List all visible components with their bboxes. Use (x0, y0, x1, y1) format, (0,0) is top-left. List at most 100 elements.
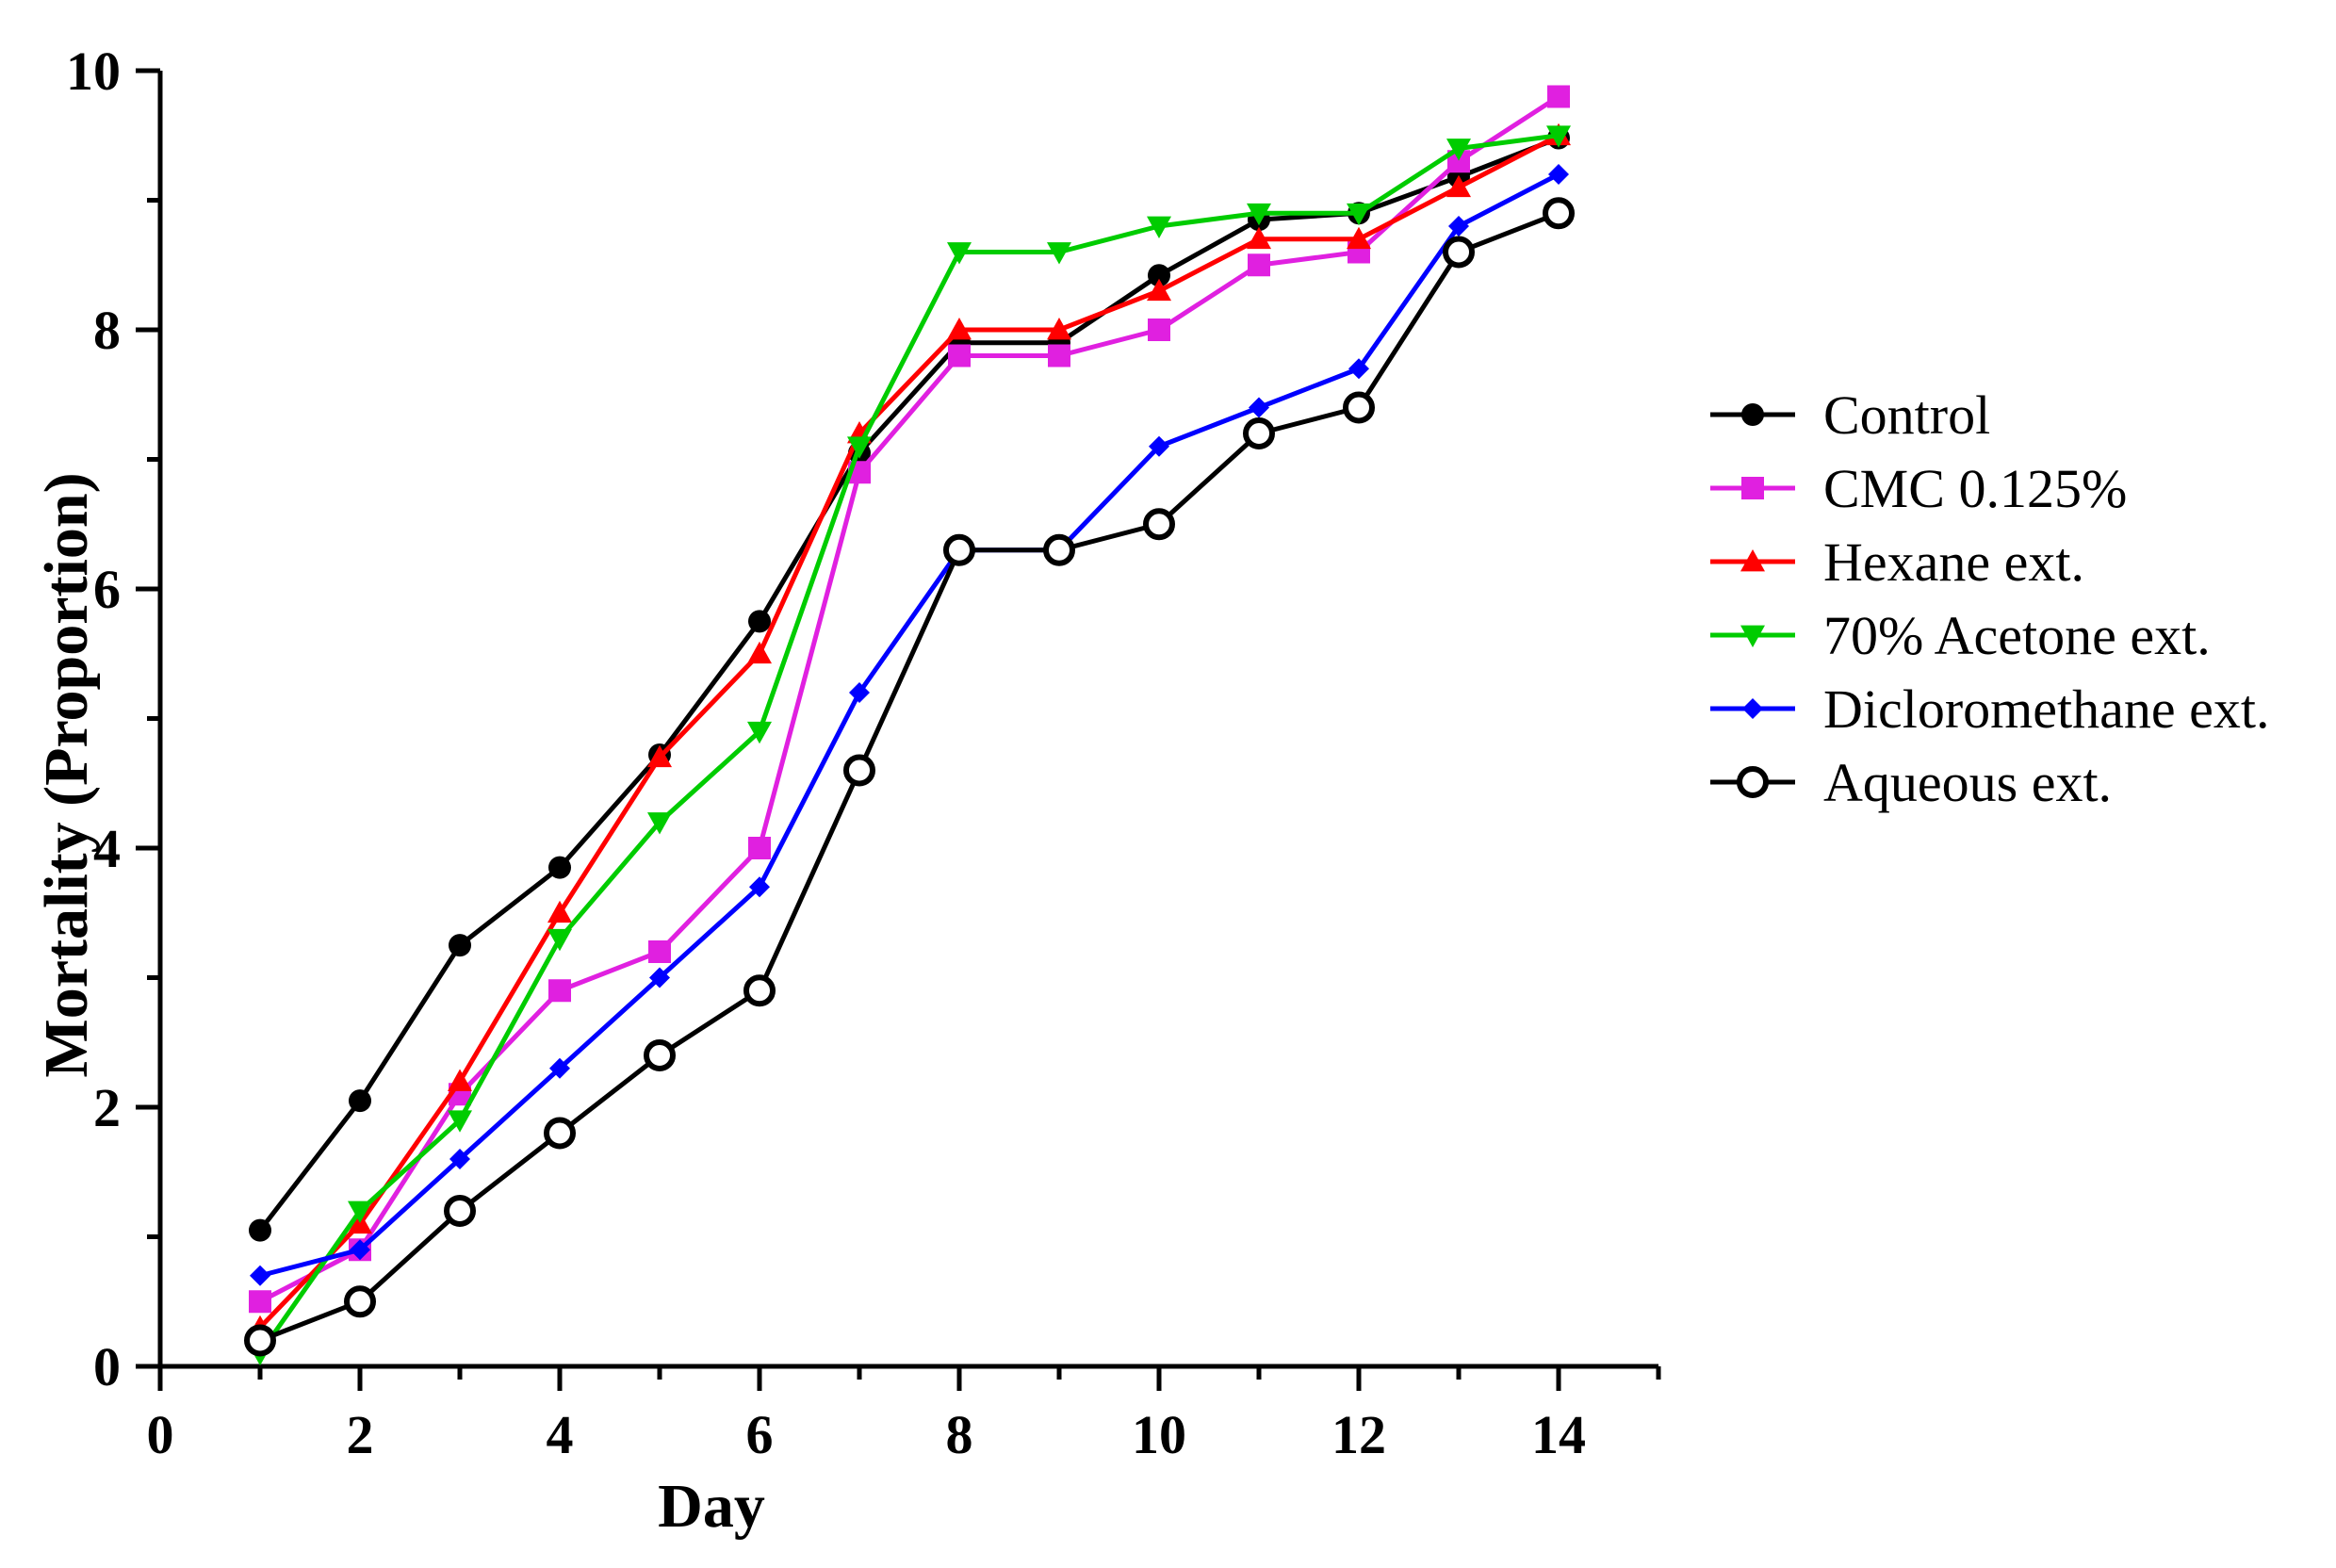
data-point (1148, 318, 1170, 341)
y-tick-label: 0 (93, 1336, 121, 1397)
data-point (1247, 203, 1271, 226)
data-point (1143, 508, 1175, 541)
data-point (1043, 533, 1075, 566)
data-point (547, 900, 572, 923)
data-point (1248, 253, 1270, 277)
x-tick-label: 12 (1331, 1404, 1386, 1465)
data-point (748, 837, 771, 859)
x-tick-label: 10 (1132, 1404, 1186, 1465)
data-point (449, 1149, 470, 1169)
data-point (947, 318, 972, 340)
data-point (448, 1110, 472, 1133)
data-point (350, 1239, 370, 1261)
data-point (1148, 264, 1170, 287)
data-point (747, 721, 772, 744)
series-70-acetone-ext (248, 125, 1571, 1366)
data-point (649, 967, 670, 988)
x-tick-label: 14 (1531, 1404, 1586, 1465)
data-point (748, 610, 771, 633)
data-point (1147, 216, 1171, 238)
series-line (259, 210, 1560, 1343)
data-point (548, 856, 571, 879)
legend-item: 70% Acetone ext. (1710, 605, 2211, 666)
data-point (1243, 417, 1275, 449)
series-aqueous-ext (244, 197, 1575, 1357)
data-point (1446, 174, 1471, 198)
x-tick-label: 2 (347, 1404, 374, 1465)
data-point (843, 754, 875, 787)
x-axis-title: Day (658, 1472, 765, 1541)
data-point (1347, 203, 1371, 226)
legend-marker (1741, 477, 1764, 499)
y-tick-label: 10 (66, 41, 121, 102)
data-point (947, 242, 972, 265)
series-dicloromethane-ext (250, 164, 1569, 1286)
series-line (258, 136, 1560, 1233)
data-point (449, 934, 471, 957)
data-point (849, 682, 870, 703)
data-point (1047, 318, 1071, 340)
data-point (544, 1117, 576, 1150)
data-point (1548, 164, 1569, 185)
legend-item: Dicloromethane ext. (1710, 678, 2270, 740)
data-point (1247, 226, 1271, 250)
data-point (448, 1069, 472, 1091)
legend-label: Aqueous ext. (1823, 752, 2112, 813)
legend-item: Hexane ext. (1710, 531, 2084, 593)
data-point (1249, 397, 1269, 418)
y-tick-label: 2 (93, 1077, 121, 1138)
data-point (1448, 216, 1469, 237)
y-tick-label: 6 (93, 559, 121, 620)
data-point (648, 940, 671, 963)
data-point (948, 344, 971, 368)
x-tick-label: 8 (946, 1404, 973, 1465)
data-point (1048, 344, 1070, 368)
legend-item: Aqueous ext. (1710, 752, 2112, 813)
series-line (257, 133, 1560, 1355)
data-point (1446, 139, 1471, 161)
data-point (244, 1324, 276, 1357)
data-point (548, 979, 571, 1003)
data-point (549, 1057, 570, 1079)
data-point (943, 533, 975, 566)
legend-marker (1740, 625, 1765, 647)
legend-marker (1741, 403, 1764, 426)
data-point (1443, 236, 1475, 269)
legend-marker (1740, 549, 1765, 572)
data-point (1347, 226, 1371, 250)
series-line (259, 172, 1560, 1279)
x-tick-label: 0 (147, 1404, 174, 1465)
y-tick-label: 8 (93, 300, 121, 361)
data-point (1547, 85, 1570, 108)
data-point (249, 1218, 271, 1242)
data-point (344, 1285, 376, 1318)
legend-label: CMC 0.125% (1823, 458, 2127, 519)
series-control (249, 126, 1570, 1242)
data-point (1343, 391, 1375, 424)
legend-label: Dicloromethane ext. (1823, 678, 2270, 740)
data-point (747, 641, 772, 664)
data-point (1147, 278, 1171, 302)
legend-label: Hexane ext. (1823, 531, 2084, 593)
series-line (258, 133, 1560, 1330)
data-point (1546, 125, 1571, 148)
series-hexane-ext (248, 122, 1571, 1338)
data-point (348, 1200, 372, 1223)
data-point (647, 812, 672, 835)
data-point (1149, 435, 1169, 457)
data-point (749, 876, 770, 898)
data-point (647, 744, 672, 768)
data-point (349, 1089, 371, 1113)
legend-item: Control (1710, 384, 1990, 446)
data-point (249, 1290, 271, 1314)
x-tick-label: 6 (746, 1404, 774, 1465)
series-line (258, 94, 1560, 1304)
data-point (547, 928, 572, 952)
x-tick-label: 4 (547, 1404, 574, 1465)
legend-marker (1742, 698, 1763, 719)
data-point (644, 1039, 676, 1071)
legend-label: 70% Acetone ext. (1823, 605, 2211, 666)
y-axis-title: Mortality (Proportion) (32, 472, 101, 1077)
